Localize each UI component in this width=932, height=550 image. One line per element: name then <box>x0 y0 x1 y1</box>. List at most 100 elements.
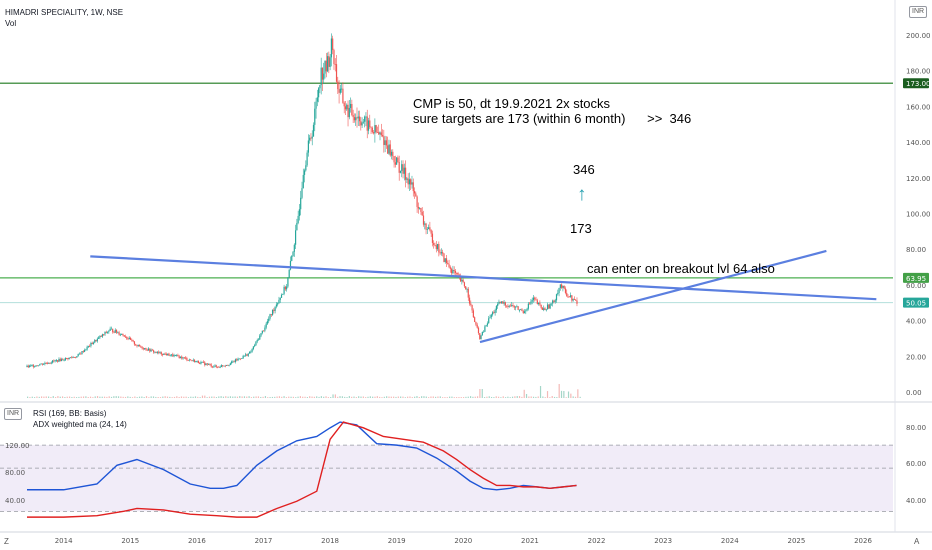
candle-body <box>369 120 371 128</box>
volume-bar <box>36 396 38 398</box>
volume-bar <box>229 396 232 398</box>
candle-body <box>422 215 425 225</box>
volume-bar <box>393 396 395 398</box>
candle-body <box>195 361 197 363</box>
candle-body <box>465 286 467 290</box>
candle-body <box>398 161 400 173</box>
volume-bar <box>502 396 504 398</box>
candle-body <box>95 340 97 342</box>
candle-body <box>265 323 267 328</box>
candle-body <box>80 353 82 355</box>
candle-body <box>208 364 210 366</box>
candle-body <box>77 354 79 357</box>
volume-bar <box>504 397 507 398</box>
candle-body <box>78 353 81 355</box>
volume-bar <box>525 393 528 398</box>
candle-body <box>569 295 572 297</box>
volume-bar <box>183 396 185 398</box>
volume-bar <box>204 395 206 398</box>
y-tick-label: 180.00 <box>906 68 931 76</box>
candle-body <box>396 157 398 165</box>
horizontal-levels[interactable]: 173.00 63.95 50.05 <box>0 78 931 308</box>
volume-bar <box>131 397 134 398</box>
candle-body <box>555 294 558 301</box>
auto-scale-button[interactable]: A <box>914 537 920 546</box>
volume-bar <box>376 396 378 398</box>
volume-bar <box>248 396 250 398</box>
candle-body <box>39 364 41 366</box>
candle-body <box>53 360 55 362</box>
volume-bar <box>358 396 360 398</box>
candle-body <box>376 132 379 133</box>
volume-bar <box>215 397 218 398</box>
volume-bar <box>148 397 150 398</box>
indicator-pane: 120.00 80.00 40.00 80.00 60.00 40.00 <box>0 421 926 518</box>
candle-body <box>86 346 88 350</box>
candle-body <box>274 306 276 311</box>
candle-body <box>297 215 299 223</box>
candle-body <box>293 244 295 252</box>
candle-body <box>145 348 147 350</box>
candle-body <box>266 321 269 324</box>
volume-bar <box>155 396 157 398</box>
candle-body <box>132 340 134 342</box>
candle-body <box>287 277 289 287</box>
timezone-button[interactable]: Z <box>4 537 9 546</box>
candle-body <box>60 359 63 362</box>
candle-body <box>151 349 153 351</box>
candle-body <box>100 336 102 337</box>
trendlines[interactable] <box>90 249 877 344</box>
volume-bar <box>80 396 82 398</box>
currency-badge-top[interactable]: INR <box>909 6 928 18</box>
candle-body <box>127 338 129 340</box>
volume-bar <box>339 396 341 398</box>
candle-body <box>541 307 544 310</box>
volume-bar <box>467 396 469 398</box>
candle-body <box>513 306 515 308</box>
candle-body <box>71 357 73 359</box>
volume-bar <box>446 397 448 398</box>
candle-body <box>390 151 393 156</box>
candle-body <box>57 360 59 362</box>
candle-body <box>371 127 373 133</box>
candle-body <box>172 354 174 357</box>
volume-bar <box>411 397 413 398</box>
candle-body <box>227 364 229 366</box>
candle-body <box>126 337 128 339</box>
candle-body <box>155 351 157 353</box>
volume-bar <box>528 396 530 398</box>
candle-body <box>325 60 327 72</box>
candle-body <box>117 332 119 334</box>
volume-bar <box>138 396 141 398</box>
candle-body <box>96 338 98 342</box>
currency-badge-indicator[interactable]: INR <box>4 408 23 420</box>
candle-body <box>201 361 203 363</box>
volume-bar <box>33 397 36 398</box>
volume-bar <box>486 396 488 398</box>
volume-bar <box>103 396 106 398</box>
x-tick-label: 2022 <box>588 537 606 545</box>
volume-bar <box>535 396 537 398</box>
volume-bar <box>439 396 441 398</box>
volume-bar <box>197 396 199 398</box>
candle-body <box>568 296 570 298</box>
candle-body <box>92 342 95 345</box>
candle-body <box>404 167 407 180</box>
candle-body <box>433 242 435 246</box>
candle-body <box>99 336 101 338</box>
candle-body <box>26 365 28 368</box>
candle-body <box>491 312 494 315</box>
candle-body <box>232 361 234 363</box>
y-tick-label: 200.00 <box>906 32 931 40</box>
volume-bar <box>110 396 113 398</box>
candle-body <box>192 359 194 361</box>
candle-body <box>87 345 89 347</box>
candle-body <box>64 357 66 361</box>
candle-body <box>32 365 34 367</box>
candle-body <box>419 208 421 209</box>
candle-body <box>206 363 208 365</box>
volume-bar <box>169 396 171 398</box>
volume-bar <box>469 396 472 398</box>
volume-bar <box>381 397 383 398</box>
